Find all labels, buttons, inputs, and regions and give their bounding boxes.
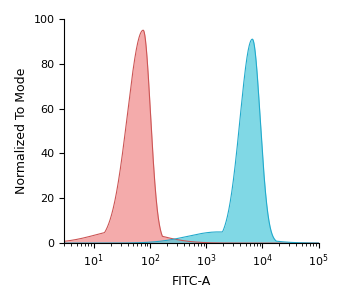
Y-axis label: Normalized To Mode: Normalized To Mode bbox=[15, 68, 28, 194]
X-axis label: FITC-A: FITC-A bbox=[172, 275, 211, 288]
